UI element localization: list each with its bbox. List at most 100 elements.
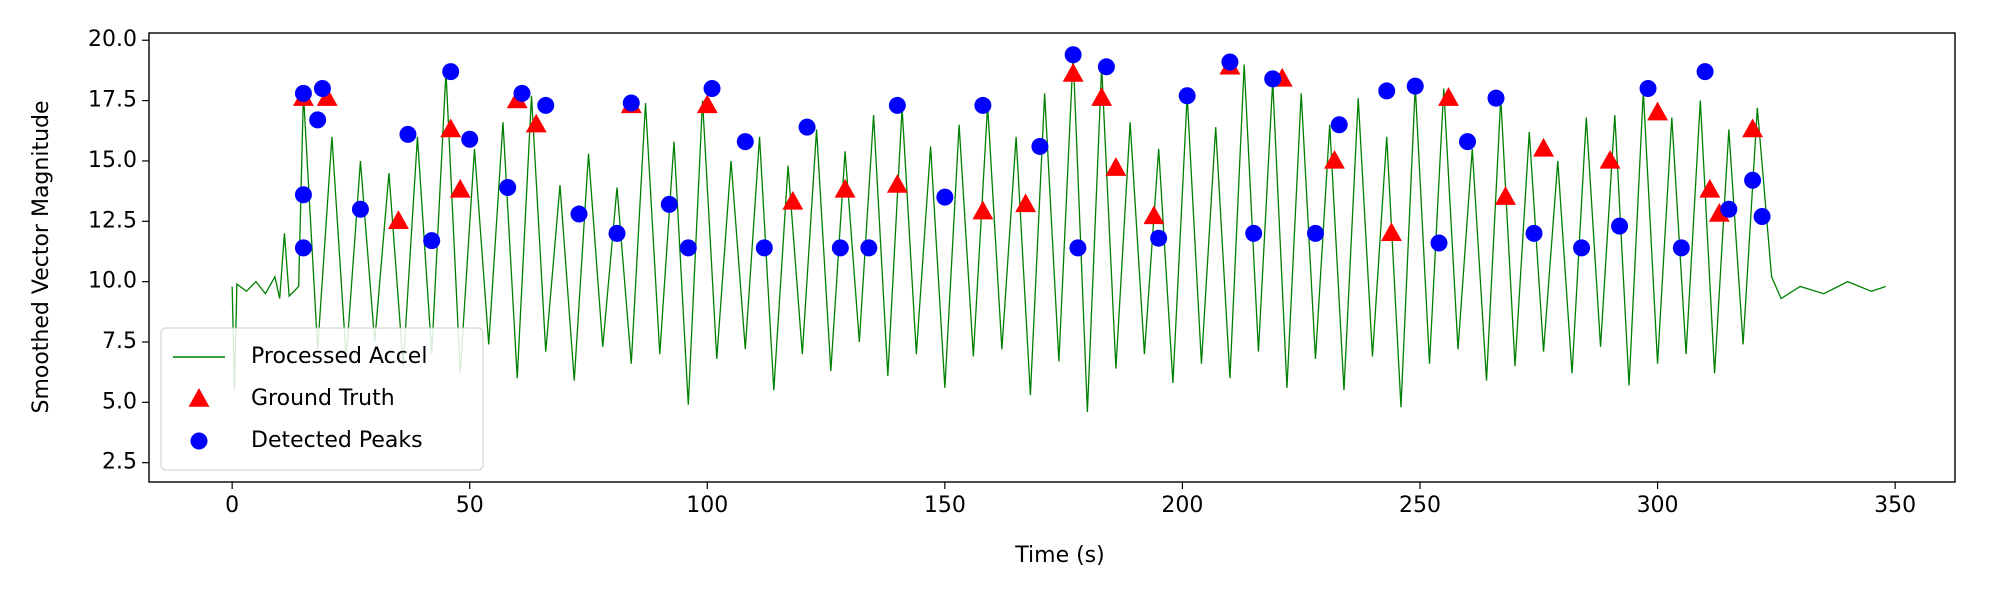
detected-peak [423, 232, 441, 250]
legend-swatch [188, 388, 210, 407]
ground-truth-marker [449, 178, 471, 198]
detected-peak [660, 195, 678, 213]
detected-peak [1064, 46, 1082, 64]
ground-truth-marker [1647, 101, 1669, 121]
ground-truth-marker [1533, 137, 1554, 157]
ground-truth-marker [972, 200, 994, 220]
detected-peak [1487, 89, 1505, 107]
detected-peak [1178, 87, 1196, 105]
ground-truth-marker [387, 210, 409, 229]
detected-peak [703, 80, 721, 98]
detected-peak [860, 239, 878, 257]
ground-truth-marker [1381, 222, 1402, 242]
ground-truth-marker [1699, 178, 1721, 198]
detected-peak [1069, 239, 1087, 257]
ground-truth-marker [1105, 157, 1127, 176]
ground-truth-marker [1708, 203, 1730, 222]
ground-truth-marker [1599, 149, 1621, 169]
ground-truth-marker [1495, 186, 1516, 205]
legend-swatch [190, 432, 208, 450]
detected-peak [755, 239, 773, 257]
ground-truth-marker [886, 174, 908, 193]
detected-peak [936, 188, 954, 206]
y-tick-label: 5.0 [102, 389, 137, 414]
detected-peak [1221, 53, 1239, 71]
x-tick-label: 150 [924, 493, 966, 518]
legend-label: Ground Truth [251, 386, 395, 411]
x-tick-label: 350 [1874, 493, 1916, 518]
detected-peak [1378, 82, 1396, 100]
detected-peak [351, 200, 369, 218]
x-tick-label: 250 [1399, 493, 1441, 518]
y-tick-label: 15.0 [88, 148, 137, 173]
detected-peak [736, 133, 754, 151]
ground-truth-marker [696, 94, 718, 114]
ground-truth-marker [440, 118, 462, 138]
plot-frame [148, 32, 1956, 483]
detected-peak [1573, 239, 1591, 257]
y-tick-label: 7.5 [102, 329, 137, 354]
y-tick-label: 10.0 [88, 269, 137, 294]
detected-peak [1245, 224, 1263, 242]
detected-peak [1696, 63, 1714, 81]
detected-peak [1744, 171, 1762, 189]
detected-peak [1330, 116, 1348, 134]
y-axis-label: Smoothed Vector Magnitude [29, 100, 54, 413]
detected-peak [1459, 133, 1477, 151]
detected-peak [1611, 217, 1629, 235]
detected-peak [294, 186, 312, 204]
x-tick-label: 300 [1637, 493, 1679, 518]
detected-peak [608, 224, 626, 242]
detected-peak [888, 96, 906, 114]
legend-box [160, 327, 484, 471]
detected-peak [1753, 207, 1771, 225]
detected-peak [1720, 200, 1738, 218]
ground-truth-marker [782, 190, 804, 210]
y-tick-label: 17.5 [88, 88, 137, 113]
detected-peak [1406, 77, 1424, 95]
detected-peak [679, 239, 697, 257]
detected-peak [831, 239, 849, 257]
y-tick-label: 20.0 [88, 27, 137, 52]
ground-truth-marker [1438, 87, 1459, 106]
detected-peak [1672, 239, 1690, 257]
detected-peak [461, 130, 479, 148]
legend-label: Processed Accel [251, 344, 427, 369]
detected-peak [622, 94, 640, 112]
detected-peak [1097, 58, 1115, 76]
detected-peak [313, 80, 331, 98]
detected-peak [570, 205, 588, 223]
y-tick-label: 2.5 [102, 450, 137, 475]
detected-peak [1031, 137, 1049, 155]
ground-truth-marker [316, 87, 338, 106]
detected-peak [1430, 234, 1448, 252]
detected-peak [442, 63, 460, 81]
x-axis-label: Time (s) [1014, 543, 1104, 568]
detected-peak [1150, 229, 1168, 247]
detected-peak [1306, 224, 1324, 242]
detected-peak [499, 178, 517, 196]
detected-peak [1639, 80, 1657, 98]
detected-peak [309, 111, 327, 129]
ground-truth-marker [1143, 205, 1165, 225]
detected-peak [798, 118, 816, 136]
detected-peak [513, 84, 531, 102]
legend-label: Detected Peaks [251, 428, 423, 453]
ground-truth-marker [834, 178, 856, 198]
x-tick-label: 200 [1161, 493, 1203, 518]
detected-peak [974, 96, 992, 114]
ground-truth-marker [1062, 63, 1084, 82]
detected-peak [294, 239, 312, 257]
ground-truth-marker [1324, 149, 1345, 169]
ground-truth-marker [1015, 193, 1037, 213]
y-tick-label: 12.5 [88, 208, 137, 233]
detected-peak [1525, 224, 1543, 242]
detected-peak [1264, 70, 1282, 88]
ground-truth-marker [1091, 87, 1113, 106]
detected-peak [399, 125, 417, 143]
ground-truth-marker [1742, 118, 1764, 138]
ground-truth-marker [525, 113, 547, 133]
x-tick-label: 0 [225, 493, 239, 518]
detected-peak [537, 96, 555, 114]
